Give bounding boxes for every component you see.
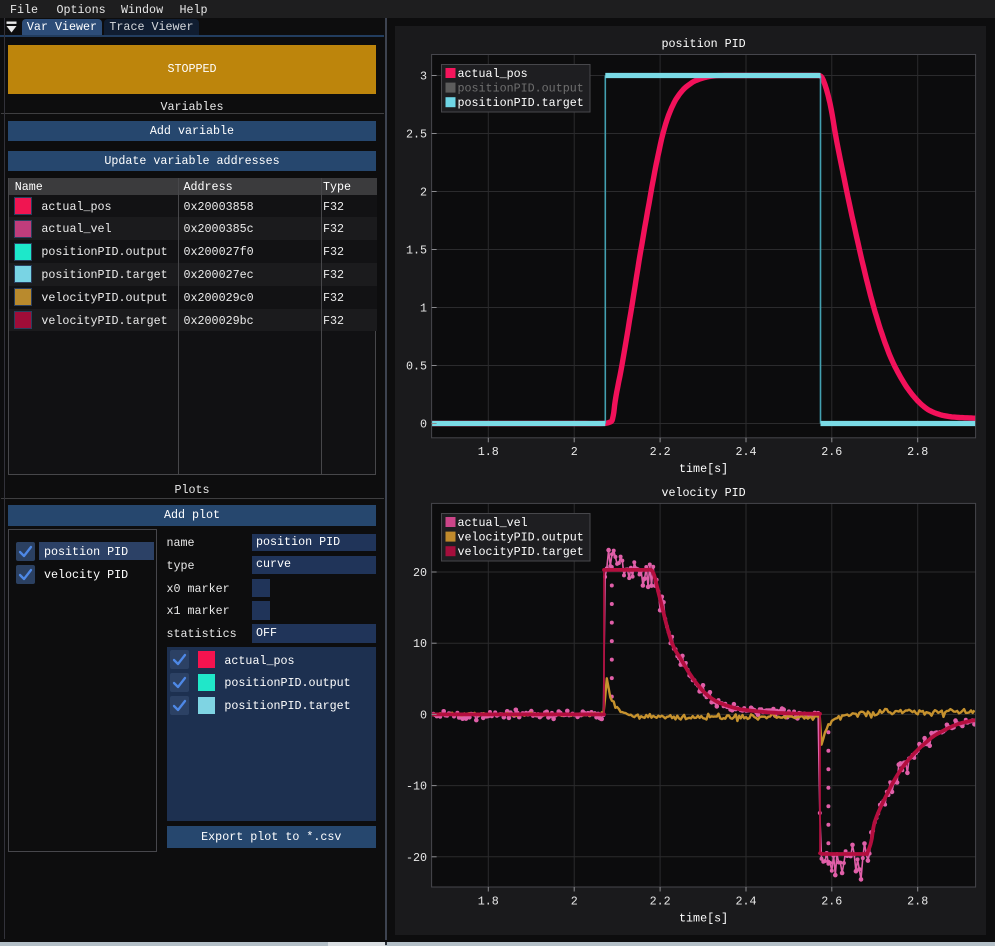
svg-text:-20: -20 [406,851,427,865]
svg-text:velocity PID: velocity PID [662,486,746,500]
svg-text:0.5: 0.5 [406,360,427,374]
svg-text:20: 20 [413,566,427,580]
svg-text:positionPID.output: positionPID.output [458,82,584,96]
svg-text:2.6: 2.6 [821,895,842,909]
svg-text:2.4: 2.4 [735,445,756,459]
svg-text:actual_pos: actual_pos [458,67,528,81]
svg-text:2: 2 [571,445,578,459]
svg-text:2: 2 [571,895,578,909]
svg-text:3: 3 [420,70,427,84]
svg-text:1.5: 1.5 [406,244,427,258]
svg-text:actual_vel: actual_vel [458,516,528,530]
svg-text:positionPID.target: positionPID.target [458,96,584,110]
svg-text:velocityPID.target: velocityPID.target [458,545,584,559]
svg-text:2.4: 2.4 [735,895,756,909]
svg-text:1.8: 1.8 [478,895,499,909]
svg-text:10: 10 [413,637,427,651]
svg-text:2.2: 2.2 [650,445,671,459]
svg-text:1: 1 [420,302,427,316]
svg-text:1.8: 1.8 [478,445,499,459]
svg-text:2.2: 2.2 [650,895,671,909]
svg-text:2.6: 2.6 [821,445,842,459]
svg-text:2: 2 [420,186,427,200]
svg-text:position PID: position PID [662,37,746,51]
svg-text:2.8: 2.8 [907,895,928,909]
svg-text:2.8: 2.8 [907,445,928,459]
svg-text:time[s]: time[s] [679,912,728,926]
svg-text:velocityPID.output: velocityPID.output [458,531,584,545]
svg-text:2.5: 2.5 [406,128,427,142]
svg-text:0: 0 [420,708,427,722]
svg-text:-10: -10 [406,780,427,794]
svg-text:time[s]: time[s] [679,462,728,476]
svg-text:0: 0 [420,418,427,432]
